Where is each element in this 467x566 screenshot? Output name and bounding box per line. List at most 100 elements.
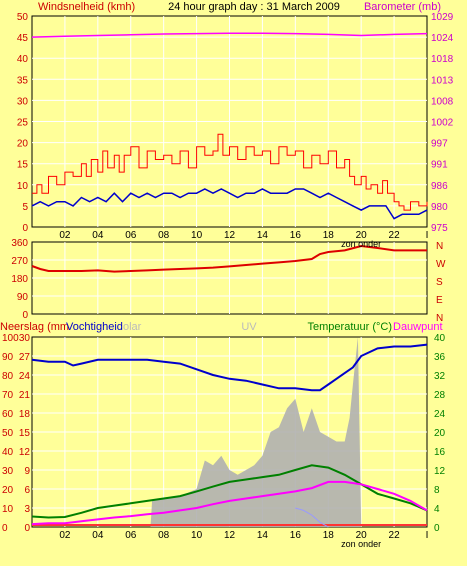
barometer-tick-label: 980 bbox=[431, 202, 448, 213]
wind-speed-tick-label: 20 bbox=[17, 139, 29, 150]
humidity-tick-label: 80 bbox=[2, 371, 14, 382]
weather-time-tick-label: 02 bbox=[59, 530, 71, 541]
wind-time-tick-label: 14 bbox=[257, 230, 269, 241]
wind-time-tick-label: 22 bbox=[389, 230, 401, 241]
temperature-axis-title: Temperatuur (°C) bbox=[308, 321, 392, 333]
humidity-tick-label: 40 bbox=[2, 447, 14, 458]
wind-speed-tick-label: 35 bbox=[17, 75, 29, 86]
wind-time-tick-label: 16 bbox=[290, 230, 302, 241]
direction-degree-tick-label: 270 bbox=[11, 256, 28, 267]
dewpoint-axis-title: Dauwpunt bbox=[393, 321, 443, 333]
direction-degree-tick-label: 0 bbox=[22, 310, 28, 321]
wind-gust-line bbox=[32, 133, 428, 211]
wind-speed-tick-label: 40 bbox=[17, 54, 29, 65]
humidity-tick-label: 30 bbox=[2, 466, 14, 477]
compass-tick-label: E bbox=[436, 295, 443, 306]
wind-time-tick-label: 18 bbox=[323, 230, 335, 241]
wind-time-tick-label: 20 bbox=[356, 230, 368, 241]
barometer-axis-title: Barometer (mb) bbox=[364, 1, 441, 13]
wind-speed-tick-label: 25 bbox=[17, 118, 29, 129]
weather-time-tick-label: 10 bbox=[191, 530, 203, 541]
barometer-tick-label: 1013 bbox=[431, 75, 454, 86]
weather-time-tick-label: 08 bbox=[158, 530, 170, 541]
temperature-tick-label: 8 bbox=[434, 485, 440, 496]
wind-speed-tick-label: 50 bbox=[17, 12, 29, 23]
wind-time-tick-label: 02 bbox=[59, 230, 71, 241]
barometer-tick-label: 1029 bbox=[431, 12, 454, 23]
wind-time-tick-label: 04 bbox=[92, 230, 104, 241]
wind-direction-line bbox=[31, 244, 427, 273]
barometer-tick-label: 991 bbox=[431, 160, 448, 171]
rain-tick-label: 21 bbox=[19, 390, 31, 401]
humidity-tick-label: 10 bbox=[2, 504, 14, 515]
rain-tick-label: 24 bbox=[19, 371, 31, 382]
compass-tick-label: N bbox=[436, 241, 443, 252]
barometer-tick-label: 1002 bbox=[431, 118, 454, 129]
rain-tick-label: 30 bbox=[19, 333, 31, 344]
temperature-tick-label: 32 bbox=[434, 371, 446, 382]
humidity-tick-label: 0 bbox=[2, 523, 8, 534]
rain-tick-label: 27 bbox=[19, 352, 31, 363]
compass-tick-label: S bbox=[436, 277, 443, 288]
wind-speed-tick-label: 0 bbox=[22, 223, 28, 234]
weather-time-tick-label: 16 bbox=[290, 530, 302, 541]
wind-speed-tick-label: 5 bbox=[22, 202, 28, 213]
wind-panel-grid bbox=[32, 16, 427, 227]
graph-title: 24 hour graph day : 31 March 2009 bbox=[168, 1, 340, 13]
weather-time-tick-label: 04 bbox=[92, 530, 104, 541]
wind-time-tick-label: 10 bbox=[191, 230, 203, 241]
weather-time-tick-label: 22 bbox=[389, 530, 401, 541]
temperature-tick-label: 0 bbox=[434, 523, 440, 534]
barometer-tick-label: 1008 bbox=[431, 96, 454, 107]
barometer-line bbox=[31, 32, 428, 38]
humidity-tick-label: 60 bbox=[2, 409, 14, 420]
direction-degree-tick-label: 360 bbox=[11, 238, 28, 249]
weather-time-tick-label: 20 bbox=[356, 530, 368, 541]
weather-panel-series bbox=[31, 337, 428, 528]
temperature-tick-label: 4 bbox=[434, 504, 440, 515]
wind-average-line bbox=[31, 188, 428, 220]
temperature-tick-label: 20 bbox=[434, 428, 446, 439]
wind-sunset-label: zon onder bbox=[341, 239, 381, 249]
rain-tick-label: 15 bbox=[19, 428, 31, 439]
temperature-tick-label: 40 bbox=[434, 333, 446, 344]
temperature-tick-label: 16 bbox=[434, 447, 446, 458]
wind-time-tick-label: 12 bbox=[224, 230, 236, 241]
wind-time-tick-label: I bbox=[426, 230, 429, 241]
weather-panel-grid bbox=[32, 337, 427, 527]
rain-tick-label: 3 bbox=[24, 504, 30, 515]
humidity-tick-label: 20 bbox=[2, 485, 14, 496]
wind-speed-tick-label: 45 bbox=[17, 33, 29, 44]
weather-time-tick-label: 12 bbox=[224, 530, 236, 541]
compass-tick-label: N bbox=[436, 313, 443, 324]
wind-speed-tick-label: 10 bbox=[17, 181, 29, 192]
rain-axis-title: Neerslag (mm bbox=[0, 321, 69, 333]
weather-time-tick-label: 14 bbox=[257, 530, 269, 541]
direction-degree-tick-label: 90 bbox=[17, 292, 29, 303]
barometer-tick-label: 986 bbox=[431, 181, 448, 192]
dewpoint-line bbox=[31, 480, 428, 526]
solar-axis-title: olar bbox=[123, 321, 142, 333]
barometer-tick-label: 997 bbox=[431, 139, 448, 150]
rain-tick-label: 12 bbox=[19, 447, 31, 458]
wind-speed-tick-label: 15 bbox=[17, 160, 29, 171]
direction-panel-series bbox=[31, 244, 427, 273]
direction-panel-grid bbox=[32, 242, 427, 314]
wind-speed-axis-title: Windsnelheid (kmh) bbox=[38, 1, 135, 13]
uv-line bbox=[295, 507, 329, 528]
weather-sunset-label: zon onder bbox=[341, 539, 381, 549]
wind-speed-tick-label: 30 bbox=[17, 96, 29, 107]
temperature-tick-label: 12 bbox=[434, 466, 446, 477]
humidity-tick-label: 50 bbox=[2, 428, 14, 439]
rain-tick-label: 6 bbox=[24, 485, 30, 496]
barometer-tick-label: 1024 bbox=[431, 33, 454, 44]
wind-panel-series bbox=[31, 32, 428, 220]
rain-tick-label: 18 bbox=[19, 409, 31, 420]
weather-time-tick-label: 06 bbox=[125, 530, 137, 541]
rain-tick-label: 0 bbox=[24, 523, 30, 534]
barometer-tick-label: 1018 bbox=[431, 54, 454, 65]
rain-tick-label: 9 bbox=[24, 466, 30, 477]
humidity-tick-label: 100 bbox=[2, 333, 19, 344]
